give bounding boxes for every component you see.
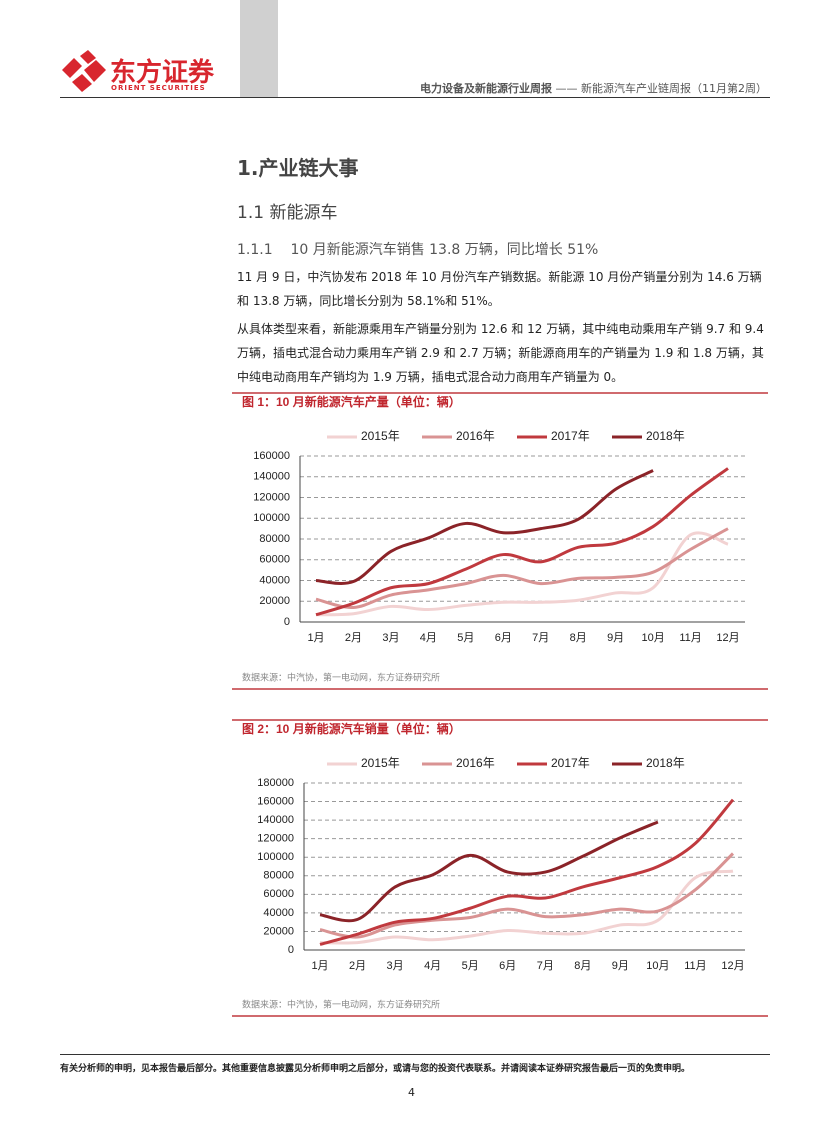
- series-line: [315, 469, 654, 585]
- y-tick-label: 120000: [257, 833, 294, 845]
- paragraph: 从具体类型来看，新能源乘用车产销量分别为 12.6 和 12 万辆，其中纯电动乘…: [237, 322, 764, 384]
- series-line: [319, 798, 735, 946]
- y-tick-label: 40000: [259, 574, 290, 586]
- grey-bar: [240, 0, 278, 97]
- x-tick-label: 11月: [679, 632, 701, 644]
- y-tick-label: 160000: [253, 450, 290, 462]
- legend-label: 2015年: [361, 429, 400, 443]
- x-tick-label: 4月: [424, 960, 441, 972]
- chart: 图 1：10 月新能源汽车产量（单位：辆） 数据来源：中汽协，第一电动网，东方证券…: [232, 392, 768, 690]
- y-tick-label: 180000: [257, 777, 294, 789]
- x-tick-label: 6月: [495, 632, 512, 644]
- header-text: 电力设备及新能源行业周报 —— 新能源汽车产业链周报（11月第2周）: [420, 80, 767, 96]
- y-tick-label: 20000: [259, 595, 290, 607]
- report-sub: —— 新能源汽车产业链周报（11月第2周）: [555, 82, 768, 95]
- y-tick-label: 60000: [259, 554, 290, 566]
- h3: 1.1.1 10 月新能源汽车销售 13.8 万辆，同比增长 51%: [237, 239, 598, 259]
- y-tick-label: 0: [288, 944, 294, 956]
- series-line: [315, 531, 729, 617]
- x-tick-label: 3月: [382, 632, 399, 644]
- header-rule: [60, 97, 770, 98]
- y-tick-label: 80000: [259, 533, 290, 545]
- x-tick-label: 8月: [574, 960, 591, 972]
- series-line: [315, 527, 729, 609]
- x-tick-label: 10月: [641, 632, 664, 644]
- legend-label: 2018年: [646, 756, 685, 770]
- y-tick-label: 100000: [253, 512, 290, 524]
- x-tick-label: 10月: [646, 960, 669, 972]
- logo-mark: [62, 50, 106, 92]
- y-tick-label: 60000: [263, 888, 294, 900]
- source: 数据来源：中汽协，第一电动网，东方证券研究所: [242, 671, 440, 682]
- y-tick-label: 80000: [263, 870, 294, 882]
- y-tick-label: 120000: [253, 491, 290, 503]
- chart-title: 图 2：10 月新能源汽车销量（单位：辆）: [242, 721, 461, 736]
- x-tick-label: 11月: [684, 960, 706, 972]
- x-tick-label: 7月: [537, 960, 554, 972]
- x-tick-label: 9月: [612, 960, 629, 972]
- disclaimer: 有关分析师的申明，见本报告最后部分。其他重要信息披露见分析师申明之后部分，或请与…: [60, 1064, 691, 1074]
- logo-text: 东方证券: [110, 58, 215, 88]
- paragraph: 11 月 9 日，中汽协发布 2018 年 10 月份汽车产销数据。新能源 10…: [237, 270, 762, 308]
- source: 数据来源：中汽协，第一电动网，东方证券研究所: [242, 998, 440, 1009]
- chart: 图 2：10 月新能源汽车销量（单位：辆） 数据来源：中汽协，第一电动网，东方证券…: [232, 719, 768, 1017]
- h1: 1.产业链大事: [237, 156, 359, 180]
- report: 电力设备及新能源行业周报: [420, 82, 552, 95]
- x-tick-label: 9月: [607, 632, 624, 644]
- h3-num: 1.1.1: [237, 242, 273, 258]
- legend-label: 2015年: [361, 756, 400, 770]
- x-tick-label: 4月: [420, 632, 437, 644]
- page-number: 4: [408, 1086, 415, 1099]
- y-tick-label: 40000: [263, 907, 294, 919]
- y-tick-label: 20000: [263, 925, 294, 937]
- y-tick-label: 140000: [257, 814, 294, 826]
- x-tick-label: 6月: [499, 960, 516, 972]
- x-tick-label: 12月: [721, 960, 744, 972]
- x-tick-label: 8月: [570, 632, 587, 644]
- logo-en: ORIENT SECURITIES: [111, 84, 206, 92]
- legend-label: 2018年: [646, 429, 685, 443]
- legend-label: 2017年: [551, 429, 590, 443]
- x-tick-label: 1月: [307, 632, 324, 644]
- x-tick-label: 1月: [311, 960, 328, 972]
- x-tick-label: 3月: [387, 960, 404, 972]
- series-line: [319, 820, 659, 923]
- series-line: [319, 852, 735, 939]
- legend-label: 2016年: [456, 756, 495, 770]
- series-line: [319, 869, 734, 945]
- y-tick-label: 0: [284, 616, 290, 628]
- x-tick-label: 5月: [462, 960, 479, 972]
- x-tick-label: 7月: [532, 632, 549, 644]
- legend-label: 2017年: [551, 756, 590, 770]
- series-line: [315, 467, 729, 617]
- x-tick-label: 2月: [345, 632, 362, 644]
- y-tick-label: 140000: [253, 471, 290, 483]
- y-tick-label: 100000: [257, 851, 294, 863]
- chart-title: 图 1：10 月新能源汽车产量（单位：辆）: [242, 394, 461, 409]
- y-tick-label: 160000: [257, 795, 294, 807]
- h3-text: 10 月新能源汽车销售 13.8 万辆，同比增长 51%: [290, 242, 599, 258]
- legend-label: 2016年: [456, 429, 495, 443]
- footer-rule: [60, 1054, 770, 1055]
- x-tick-label: 12月: [716, 632, 739, 644]
- x-tick-label: 5月: [457, 632, 474, 644]
- x-tick-label: 2月: [349, 960, 366, 972]
- h2: 1.1 新能源车: [237, 203, 338, 223]
